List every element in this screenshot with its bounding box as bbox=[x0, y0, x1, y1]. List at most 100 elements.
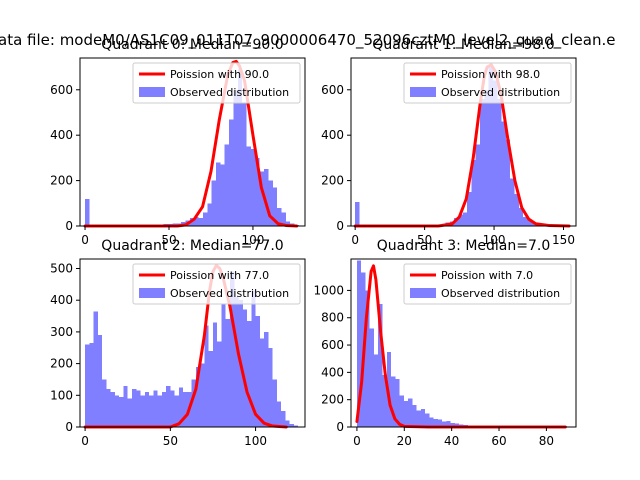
hist-bar bbox=[264, 331, 269, 427]
legend-label: Poission with 77.0 bbox=[170, 269, 269, 282]
hist-bar bbox=[136, 390, 141, 427]
hist-bar bbox=[85, 198, 90, 226]
panel-quadrant-1: 0 50 100 150 0 200 400 600 Quadrant 1: Median=98… bbox=[321, 37, 577, 247]
hist-bar bbox=[93, 311, 98, 427]
hist-bar bbox=[416, 410, 421, 427]
hist-bar bbox=[250, 148, 256, 226]
y-tick-label: 200 bbox=[321, 174, 344, 188]
hist-bar bbox=[106, 388, 111, 427]
hist-bar bbox=[355, 202, 360, 226]
hist-bar bbox=[523, 216, 528, 226]
hist-bar bbox=[259, 171, 265, 226]
hist-bar bbox=[268, 180, 273, 226]
hist-bar bbox=[425, 413, 430, 427]
hist-bar bbox=[403, 401, 409, 427]
histogram-bars bbox=[85, 69, 299, 226]
hist-bar bbox=[497, 98, 502, 226]
y-tick-label: 600 bbox=[321, 83, 344, 97]
legend: Poission with 7.0 Observed distribution bbox=[403, 263, 572, 305]
y-tick-label: 600 bbox=[50, 83, 73, 97]
y-tick-label: 300 bbox=[50, 325, 73, 339]
hist-bar bbox=[395, 379, 400, 427]
legend-bar-swatch bbox=[410, 87, 436, 97]
hist-bar bbox=[365, 290, 370, 427]
hist-bar bbox=[153, 390, 158, 427]
hist-bar bbox=[277, 207, 282, 226]
hist-bar bbox=[514, 194, 519, 226]
hist-bar bbox=[194, 216, 199, 226]
x-tick-label: 100 bbox=[241, 233, 264, 247]
legend-label: Poission with 90.0 bbox=[170, 68, 269, 81]
hist-bar bbox=[408, 398, 413, 427]
legend-bar-swatch bbox=[139, 288, 165, 298]
figure-title: ata file: modeM0/AS1C09_011T07_900000647… bbox=[0, 31, 615, 50]
hist-bar bbox=[217, 341, 222, 427]
hist-bar bbox=[442, 421, 447, 427]
hist-bar bbox=[433, 418, 438, 427]
legend-label: Observed distribution bbox=[170, 287, 289, 300]
hist-bar bbox=[127, 398, 132, 427]
legend-label: Poission with 98.0 bbox=[441, 68, 540, 81]
hist-bar bbox=[216, 162, 221, 226]
legend-label: Poission with 7.0 bbox=[441, 269, 533, 282]
y-tick-label: 0 bbox=[336, 420, 344, 434]
x-tick-label: 50 bbox=[417, 233, 432, 247]
hist-bar bbox=[225, 319, 230, 427]
hist-bar bbox=[268, 347, 273, 427]
hist-bar bbox=[144, 392, 150, 427]
y-tick-label: 800 bbox=[321, 311, 344, 325]
axes-frame bbox=[350, 258, 577, 428]
hist-bar bbox=[246, 146, 251, 226]
hist-bar bbox=[471, 160, 476, 226]
hist-bar bbox=[467, 191, 472, 226]
hist-bar bbox=[480, 98, 485, 226]
hist-bar bbox=[161, 392, 167, 427]
hist-bar bbox=[149, 395, 154, 427]
hist-bar bbox=[264, 169, 269, 226]
hist-bar bbox=[391, 376, 396, 427]
y-tick-label: 0 bbox=[65, 420, 73, 434]
hist-bar bbox=[234, 297, 239, 427]
hist-bar bbox=[429, 417, 434, 427]
hist-bar bbox=[211, 180, 217, 226]
hist-bar bbox=[85, 344, 90, 427]
legend-box bbox=[132, 62, 301, 104]
hist-bar bbox=[178, 387, 184, 427]
hist-bar bbox=[212, 322, 218, 427]
x-tick-label: 40 bbox=[444, 434, 459, 448]
legend-box bbox=[132, 263, 301, 305]
hist-bar bbox=[237, 69, 243, 226]
y-tick-label: 600 bbox=[321, 338, 344, 352]
x-tick-label: 60 bbox=[491, 434, 506, 448]
hist-bar bbox=[110, 392, 115, 427]
axes-frame bbox=[350, 57, 577, 227]
hist-bar bbox=[204, 325, 209, 427]
legend: Poission with 90.0 Observed distribution bbox=[132, 62, 301, 104]
hist-bar bbox=[255, 157, 260, 226]
hist-bar bbox=[289, 423, 294, 427]
y-tick-label: 0 bbox=[65, 219, 73, 233]
hist-bar bbox=[272, 379, 277, 427]
y-tick-label: 200 bbox=[50, 174, 73, 188]
y-tick-label: 200 bbox=[321, 393, 344, 407]
x-tick-label: 0 bbox=[81, 434, 89, 448]
hist-bar bbox=[276, 401, 282, 427]
hist-bar bbox=[131, 388, 137, 427]
hist-bar bbox=[229, 119, 234, 226]
legend-label: Observed distribution bbox=[441, 86, 560, 99]
hist-bar bbox=[195, 366, 201, 427]
hist-bar bbox=[200, 363, 205, 427]
y-tick-label: 0 bbox=[336, 219, 344, 233]
y-tick-label: 400 bbox=[50, 128, 73, 142]
poisson-line bbox=[83, 59, 299, 228]
y-tick-label: 500 bbox=[50, 262, 73, 276]
hist-bar bbox=[102, 379, 107, 427]
hist-bar bbox=[450, 422, 455, 427]
hist-bar bbox=[412, 405, 417, 427]
hist-bar bbox=[191, 379, 196, 427]
x-tick-label: 20 bbox=[397, 434, 412, 448]
hist-bar bbox=[399, 395, 404, 427]
hist-bar bbox=[202, 212, 208, 226]
hist-bar bbox=[510, 178, 515, 226]
